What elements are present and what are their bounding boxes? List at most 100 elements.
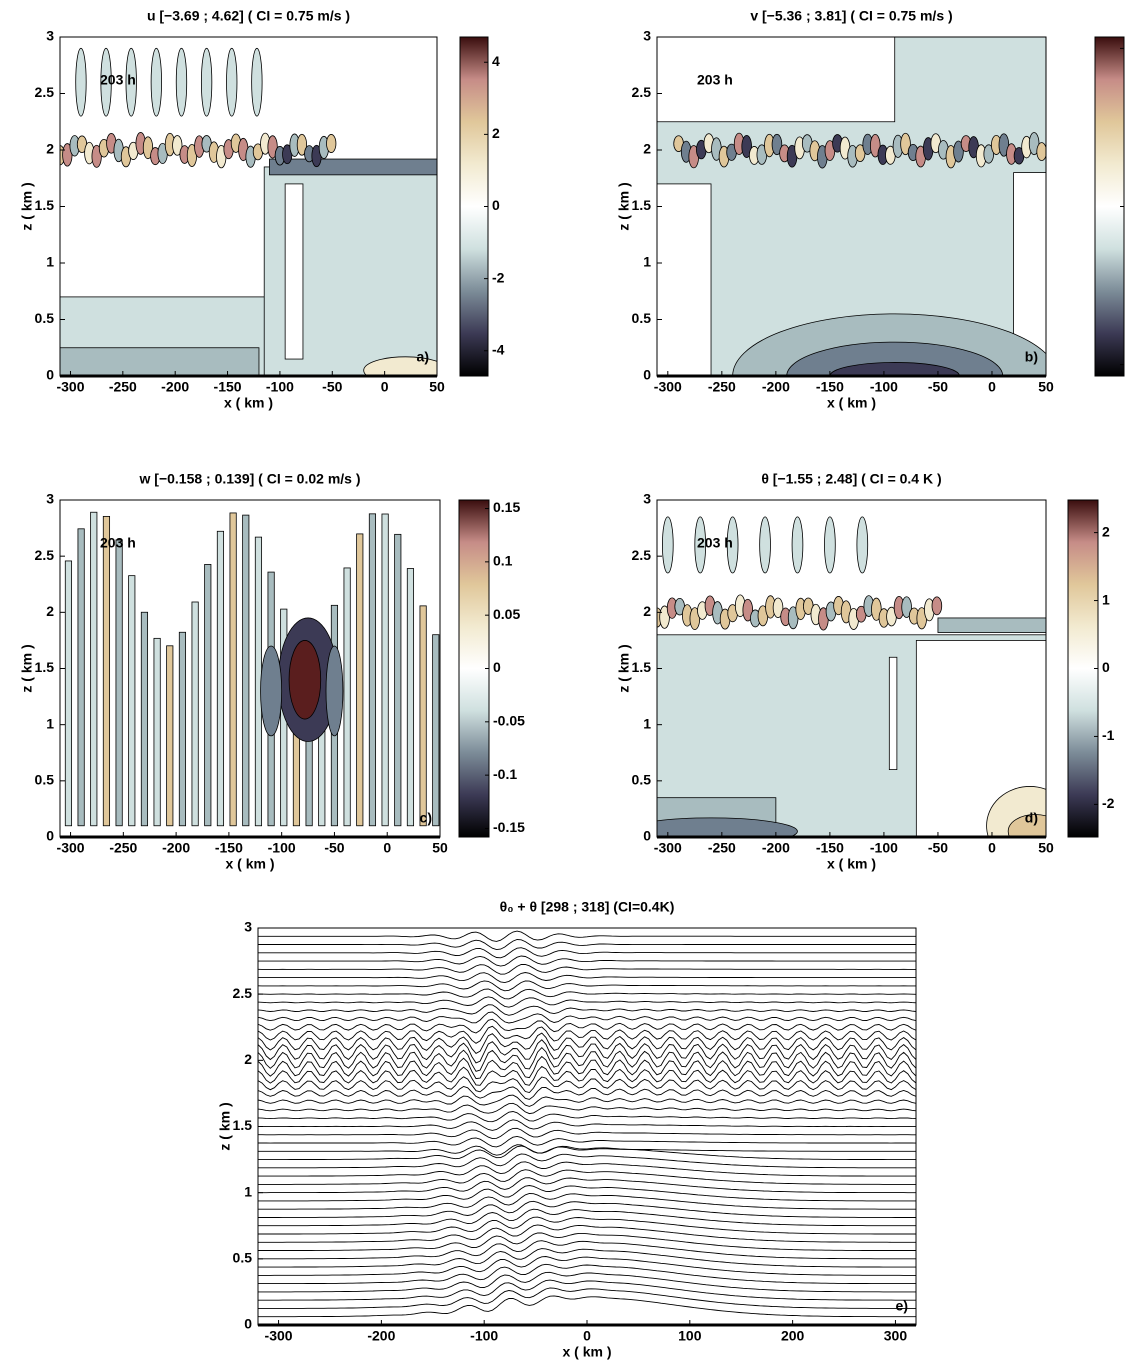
contour-fill bbox=[870, 134, 881, 158]
contour-field bbox=[657, 500, 1046, 837]
chart-title: θ [−1.55 ; 2.48] ( CI = 0.4 K ) bbox=[761, 471, 941, 487]
contour-fill bbox=[60, 347, 260, 376]
x-tick-label: -100 bbox=[268, 840, 296, 856]
contour-fill bbox=[284, 183, 304, 360]
contour-fill bbox=[742, 598, 754, 622]
contour-line bbox=[258, 1271, 916, 1293]
panel-label: d) bbox=[1025, 810, 1038, 826]
x-axis-label: x ( km ) bbox=[827, 856, 876, 872]
x-axis-label: x ( km ) bbox=[224, 395, 273, 411]
contour-fill bbox=[326, 134, 337, 153]
contour-line bbox=[258, 1200, 916, 1218]
x-tick-label: -150 bbox=[214, 379, 242, 395]
chart-title: w [−0.158 ; 0.139] ( CI = 0.02 m/s ) bbox=[139, 471, 361, 487]
x-tick-label: 0 bbox=[988, 840, 996, 856]
y-tick-label: 1 bbox=[643, 254, 651, 270]
x-axis-label: x ( km ) bbox=[827, 395, 876, 411]
contour-fill bbox=[226, 47, 238, 117]
contour-line bbox=[258, 980, 916, 992]
x-tick-label: 0 bbox=[381, 379, 389, 395]
colorbar-tick-label: 0 bbox=[1102, 659, 1110, 675]
contour-line bbox=[258, 1161, 916, 1177]
contour-fill bbox=[343, 567, 351, 827]
x-tick-label: -150 bbox=[816, 379, 844, 395]
x-tick-label: 50 bbox=[432, 840, 448, 856]
x-tick-label: -100 bbox=[470, 1328, 498, 1344]
contour-line bbox=[258, 1153, 916, 1169]
y-tick-label: 0 bbox=[244, 1316, 252, 1332]
x-tick-label: -300 bbox=[57, 840, 85, 856]
y-tick-label: 1.5 bbox=[35, 659, 55, 675]
x-tick-label: -50 bbox=[928, 840, 948, 856]
contour-fill bbox=[931, 596, 943, 616]
contour-fill bbox=[60, 500, 440, 837]
contour-line bbox=[258, 1086, 916, 1100]
contour-fill bbox=[726, 516, 739, 574]
y-tick-label: 0.5 bbox=[233, 1250, 253, 1266]
colorbar-tick-label: -2 bbox=[1102, 795, 1115, 811]
panel: -300 -250 -200 -150 -100 -50 0 50 0 0.5 1 1.5 2 2.5 3 v… bbox=[616, 8, 1125, 411]
contour-fill bbox=[90, 511, 98, 827]
x-tick-label: -100 bbox=[870, 379, 898, 395]
x-tick-label: -50 bbox=[928, 379, 948, 395]
panel-label: b) bbox=[1025, 349, 1038, 365]
colorbar-tick-label: 0.1 bbox=[493, 553, 513, 569]
contour-line bbox=[258, 1094, 916, 1107]
contour-line bbox=[258, 1185, 916, 1202]
contour-fill bbox=[260, 645, 283, 737]
colorbar bbox=[458, 499, 490, 838]
contour-fill bbox=[172, 135, 183, 156]
colorbar-tick-label: -0.1 bbox=[493, 766, 517, 782]
contour-line bbox=[258, 1287, 916, 1309]
contour-fill bbox=[381, 513, 389, 827]
colorbar-tick-label: 0.15 bbox=[493, 499, 520, 515]
contour-line bbox=[258, 1193, 916, 1210]
contour-line bbox=[258, 1025, 916, 1044]
contour-fill bbox=[191, 601, 199, 827]
contour-fill bbox=[363, 356, 437, 376]
contour-fill bbox=[242, 514, 250, 827]
y-tick-label: 2.5 bbox=[233, 985, 253, 1001]
contour-fill bbox=[394, 533, 402, 827]
contour-line bbox=[258, 1232, 916, 1251]
contour-line bbox=[258, 996, 916, 1008]
y-axis-label: z ( km ) bbox=[19, 644, 35, 692]
y-tick-label: 0.5 bbox=[632, 772, 652, 788]
colorbar bbox=[1094, 36, 1125, 377]
contour-fill bbox=[102, 515, 111, 827]
y-tick-label: 3 bbox=[46, 491, 54, 507]
colorbar-tick-label: 4 bbox=[492, 53, 500, 69]
contour-fill bbox=[368, 513, 377, 827]
contour-line bbox=[258, 1102, 916, 1115]
colorbar bbox=[459, 36, 489, 377]
contour-line bbox=[258, 1076, 916, 1094]
contour-fill bbox=[657, 37, 896, 123]
y-tick-label: 2 bbox=[643, 603, 651, 619]
x-tick-label: -250 bbox=[708, 379, 736, 395]
contour-line bbox=[258, 1256, 916, 1276]
annotation: 203 h bbox=[697, 72, 733, 88]
contour-fill bbox=[140, 611, 149, 827]
contour-line bbox=[258, 1263, 916, 1285]
y-tick-label: 0 bbox=[643, 828, 651, 844]
contour-fill bbox=[150, 47, 162, 117]
contour-line bbox=[258, 1144, 916, 1156]
y-tick-label: 1 bbox=[46, 254, 54, 270]
annotation: 203 h bbox=[697, 535, 733, 551]
contour-fill bbox=[657, 183, 712, 376]
y-tick-label: 2 bbox=[643, 141, 651, 157]
contour-line bbox=[258, 1135, 916, 1148]
contour-fill bbox=[178, 631, 187, 827]
y-tick-label: 1.5 bbox=[233, 1117, 253, 1133]
colorbar-tick-label: -2 bbox=[492, 269, 505, 285]
y-tick-label: 0 bbox=[46, 828, 54, 844]
contour-line bbox=[258, 1046, 916, 1072]
contour-line bbox=[258, 988, 916, 1000]
contour-line bbox=[258, 1177, 916, 1194]
contour-fill bbox=[829, 362, 960, 376]
contour-fill bbox=[125, 47, 137, 117]
y-tick-label: 1.5 bbox=[35, 197, 55, 213]
y-tick-label: 0.5 bbox=[35, 310, 55, 326]
contour-line bbox=[258, 1224, 916, 1243]
x-tick-label: -200 bbox=[162, 840, 190, 856]
